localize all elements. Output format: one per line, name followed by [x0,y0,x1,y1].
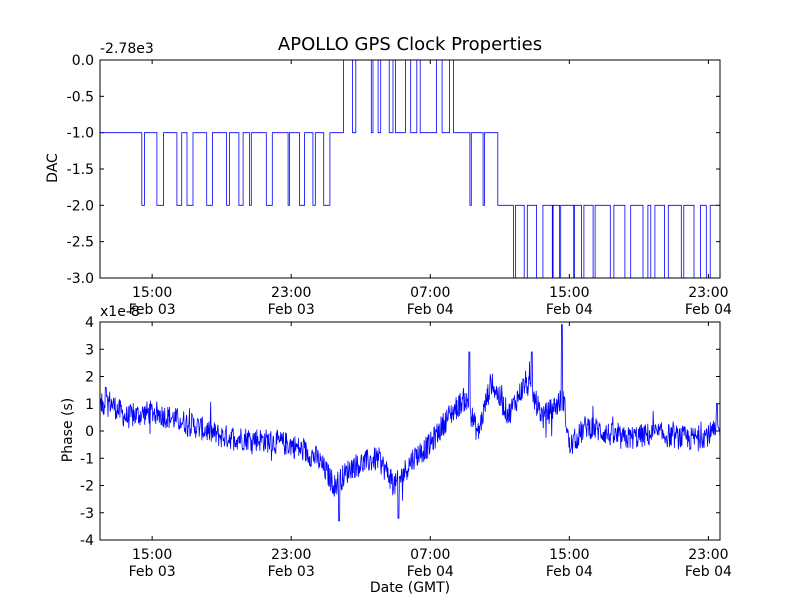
dac-xtick-time: 15:00 [132,285,172,301]
dac-ytick-label: -2.0 [67,198,94,214]
phase-xtick-time: 15:00 [132,547,172,563]
dac-ytick-label: -1.0 [67,126,94,142]
phase-ytick-label: 3 [85,342,94,358]
phase-ytick-label: 0 [85,424,94,440]
dac-ytick-label: -3.0 [67,271,94,287]
chart-title: APOLLO GPS Clock Properties [278,34,542,55]
phase-ytick-label: -3 [80,506,94,522]
phase-xtick-date: Feb 04 [685,564,732,580]
phase-axes-frame [99,321,721,541]
phase-ytick-label: -1 [80,451,94,467]
phase-xtick-date: Feb 04 [546,564,593,580]
phase-series-line [99,324,721,522]
dac-xtick-time: 23:00 [271,285,311,301]
dac-xtick-date: Feb 04 [685,302,732,318]
dac-axes-frame [99,59,721,279]
phase-xtick-date: Feb 03 [268,564,315,580]
phase-xtick-time: 15:00 [549,547,589,563]
phase-ytick-label: 1 [85,397,94,413]
phase-ytick-label: 4 [85,315,94,331]
phase-tick-marks [100,321,720,541]
phase-xtick-time: 23:00 [271,547,311,563]
phase-offset-label: x1e-8 [100,304,140,320]
phase-xlabel: Date (GMT) [370,580,450,596]
dac-ytick-label: -2.5 [67,235,94,251]
phase-ytick-label: -4 [80,533,94,549]
dac-series-line [100,59,720,279]
phase-ytick-label: 2 [85,370,94,386]
dac-ytick-label: -1.5 [67,162,94,178]
dac-offset-label: -2.78e3 [100,41,154,57]
dac-xtick-time: 23:00 [688,285,728,301]
dac-ytick-labels: 0.0 -0.5 -1.0 -1.5 -2.0 -2.5 -3.0 [67,53,94,287]
dac-ylabel: DAC [45,153,61,183]
dac-subplot: -2.78e3 DAC 0.0-0.5-1.0-1.5-2.0-2.5-3.0 … [45,41,732,318]
phase-xtick-date: Feb 03 [129,564,176,580]
dac-xtick-date: Feb 03 [129,302,176,318]
phase-ytick-label: -2 [80,479,94,495]
phase-xtick-time: 23:00 [688,547,728,563]
phase-xtick-time: 07:00 [410,547,450,563]
phase-ylabel: Phase (s) [60,398,76,462]
dac-ytick-label: 0.0 [72,53,94,69]
phase-ytick-labels: 4 3 2 1 0 -1 -2 -3 -4 [80,315,94,549]
dac-xtick-date: Feb 04 [546,302,593,318]
phase-series [99,324,721,522]
dac-xtick-time: 15:00 [549,285,589,301]
dac-xtick-date: Feb 03 [268,302,315,318]
phase-xtick-date: Feb 04 [407,564,454,580]
dac-ytick-label: -0.5 [67,89,94,105]
dac-series [100,59,720,279]
dac-xtick-time: 07:00 [410,285,450,301]
dac-xtick-date: Feb 04 [407,302,454,318]
